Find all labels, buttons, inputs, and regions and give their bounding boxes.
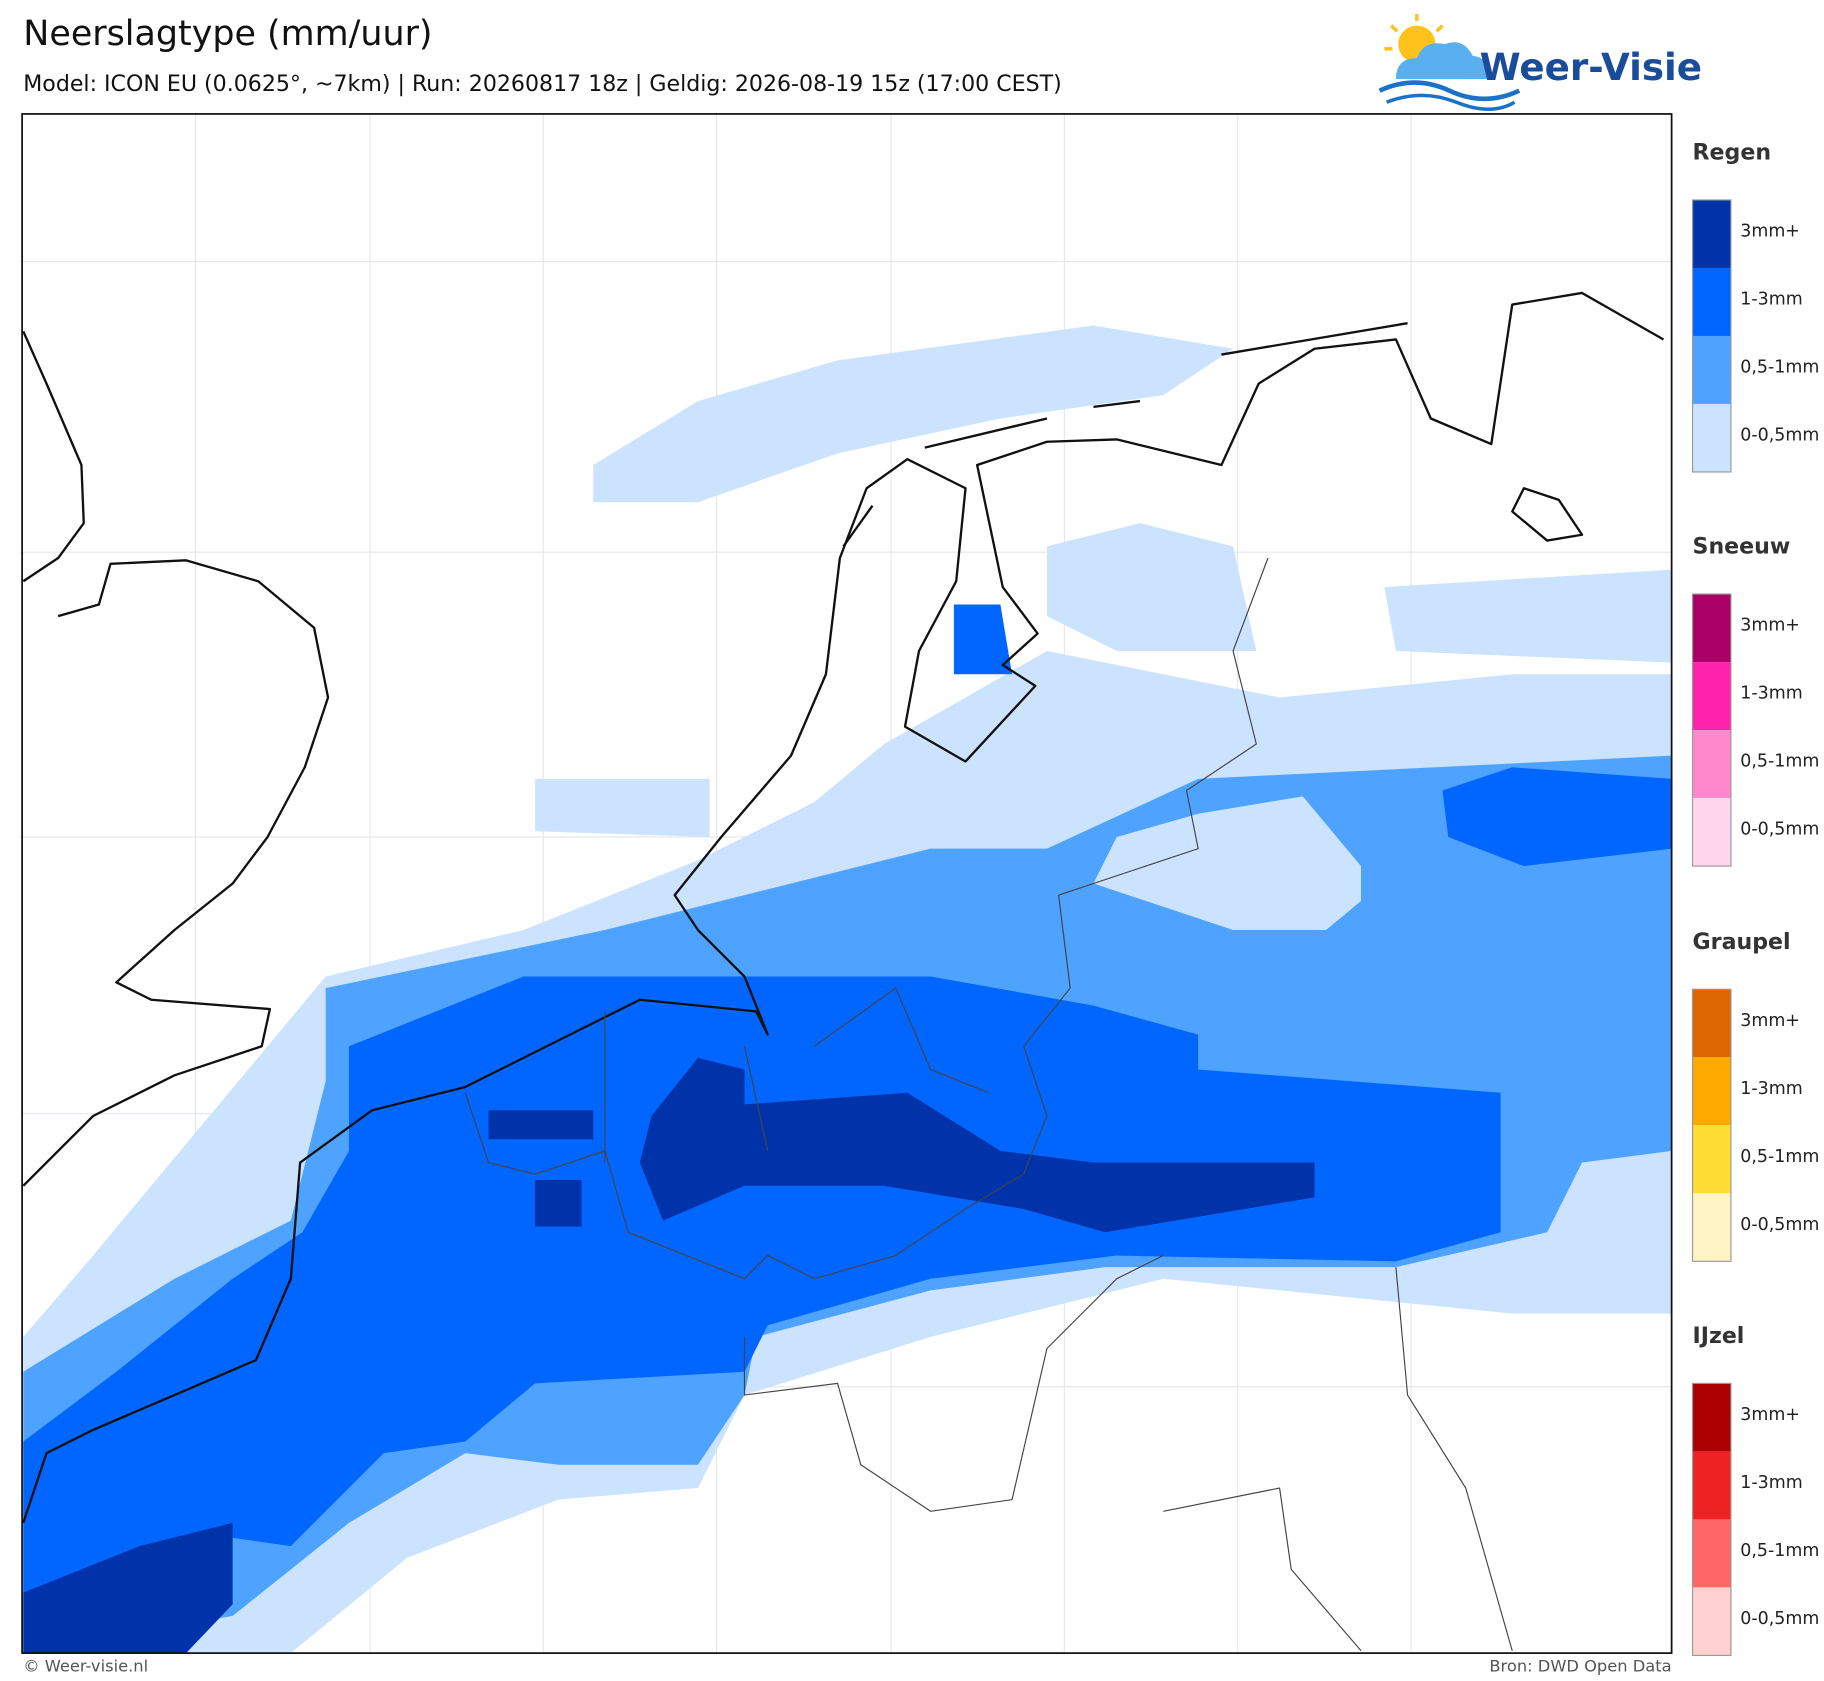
legend-bar-frame — [1691, 1382, 1732, 1657]
borders — [464, 557, 1513, 1652]
legend-label: 0-0,5mm — [1740, 426, 1819, 446]
legend-label: 1-3mm — [1740, 1079, 1802, 1099]
legend-swatch — [1692, 730, 1731, 799]
legend: Regen 3mm+ 1-3mm 0,5-1mm 0-0,5mm Sneeuw 3mm+ 1-… — [1691, 139, 1819, 1657]
legend-label: 1-3mm — [1740, 684, 1802, 704]
legend-label: 1-3mm — [1740, 1473, 1802, 1493]
legend-label: 3mm+ — [1740, 1011, 1800, 1031]
legend-swatch — [1692, 662, 1731, 731]
legend-label: 0-0,5mm — [1740, 1609, 1819, 1629]
legend-label: 3mm+ — [1740, 1405, 1800, 1425]
legend-swatch — [1692, 267, 1731, 336]
logo: Weer-Visie — [1378, 13, 1702, 112]
legend-swatch — [1692, 989, 1731, 1058]
copyright: © Weer-visie.nl — [23, 1657, 148, 1676]
legend-swatch — [1692, 1383, 1731, 1452]
legend-group-title: Graupel — [1693, 929, 1791, 955]
legend-swatch — [1692, 1587, 1731, 1656]
coastlines — [22, 291, 1665, 1524]
legend-label: 0-0,5mm — [1740, 1215, 1819, 1235]
title: Neerslagtype (mm/uur) — [23, 14, 432, 54]
legend-swatch — [1692, 1125, 1731, 1194]
legend-bar-frame — [1691, 593, 1732, 867]
legend-bar-frame — [1691, 988, 1732, 1262]
legend-label: 0,5-1mm — [1740, 1147, 1819, 1167]
legend-label: 1-3mm — [1740, 290, 1802, 310]
legend-swatch — [1692, 1451, 1731, 1520]
legend-swatch — [1692, 1193, 1731, 1262]
logo-text: Weer-Visie — [1480, 45, 1702, 89]
source: Bron: DWD Open Data — [1489, 1657, 1671, 1676]
precipitation — [23, 325, 1672, 1654]
legend-label: 3mm+ — [1740, 222, 1800, 242]
map-frame — [21, 113, 1673, 1654]
legend-label: 0-0,5mm — [1740, 820, 1819, 840]
map — [22, 113, 1672, 1654]
legend-group-title: IJzel — [1693, 1323, 1745, 1349]
legend-swatch — [1692, 335, 1731, 404]
legend-swatch — [1692, 594, 1731, 663]
legend-swatch — [1692, 403, 1731, 472]
legend-label: 0,5-1mm — [1740, 358, 1819, 378]
subtitle: Model: ICON EU (0.0625°, ~7km) | Run: 20… — [23, 71, 1061, 97]
legend-label: 0,5-1mm — [1740, 1541, 1819, 1561]
legend-swatch — [1692, 1057, 1731, 1126]
legend-swatch — [1692, 1519, 1731, 1588]
legend-label: 0,5-1mm — [1740, 752, 1819, 772]
legend-swatch — [1692, 798, 1731, 867]
legend-bar-frame — [1691, 199, 1732, 473]
legend-group-title: Regen — [1693, 139, 1772, 165]
legend-label: 3mm+ — [1740, 616, 1800, 636]
legend-group-title: Sneeuw — [1693, 534, 1791, 560]
legend-swatch — [1692, 199, 1731, 268]
